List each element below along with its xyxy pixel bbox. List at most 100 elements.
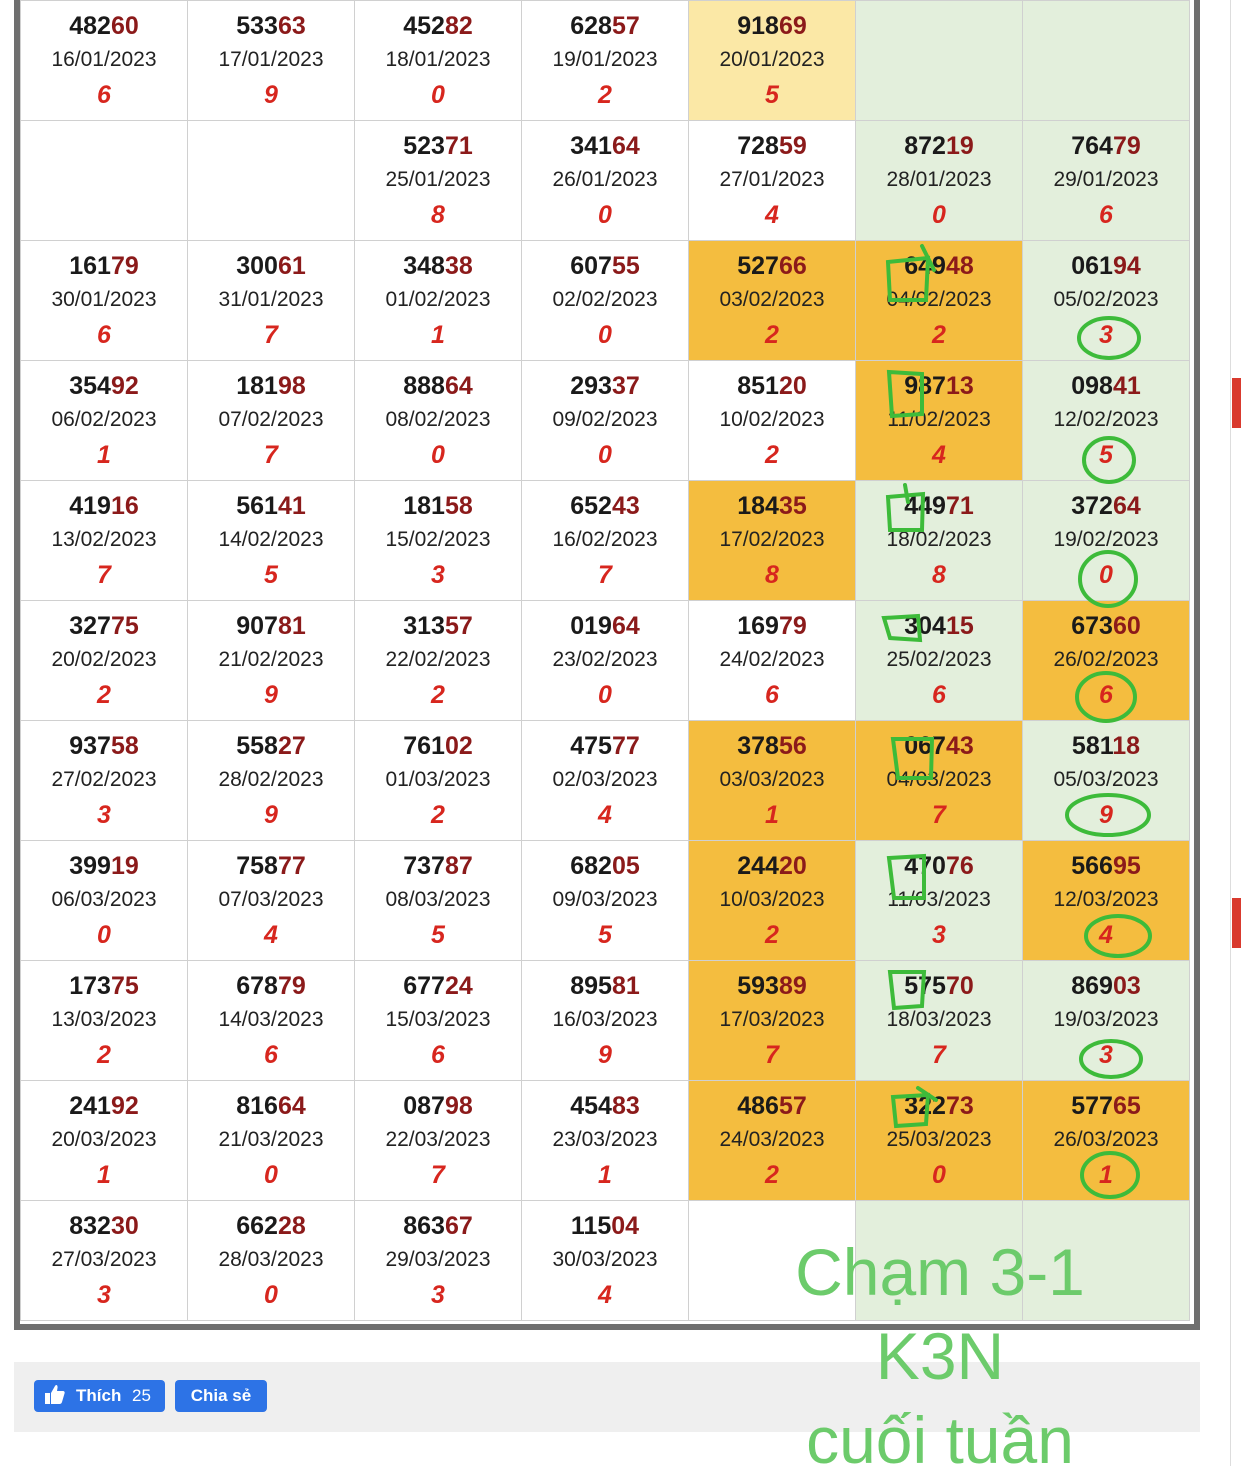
result-cell: 06743 04/03/2023 7 [855, 720, 1023, 841]
result-digit: 0 [1099, 560, 1113, 589]
result-number: 64948 [856, 249, 1022, 283]
result-cell: 59389 17/03/2023 7 [688, 960, 856, 1081]
result-number: 41916 [21, 489, 187, 523]
result-date: 26/02/2023 [1053, 647, 1159, 671]
number-last-two: 65 [1112, 1091, 1141, 1120]
result-cell: 34838 01/02/2023 1 [354, 240, 522, 361]
result-digit: 9 [264, 80, 278, 109]
result-cell: 34164 26/01/2023 0 [521, 120, 689, 241]
number-last-two: 98 [277, 371, 306, 400]
result-date: 17/02/2023 [719, 527, 825, 551]
number-last-two: 57 [778, 1091, 807, 1120]
result-cell [20, 120, 188, 241]
result-date: 18/03/2023 [886, 1007, 992, 1031]
result-digit: 9 [1099, 800, 1113, 829]
result-digit: 0 [932, 1160, 946, 1189]
number-prefix: 241 [69, 1091, 111, 1120]
result-cell: 41916 13/02/2023 7 [20, 480, 188, 601]
number-prefix: 987 [904, 371, 946, 400]
number-last-two: 28 [277, 1211, 306, 1240]
number-last-two: 58 [110, 731, 139, 760]
result-date: 23/02/2023 [552, 647, 658, 671]
result-number: 57765 [1023, 1089, 1189, 1123]
number-prefix: 475 [570, 731, 612, 760]
result-digit: 7 [932, 800, 946, 829]
note-line-2: K3N [875, 1319, 1005, 1393]
number-prefix: 181 [236, 371, 278, 400]
result-digit: 2 [932, 320, 946, 349]
number-prefix: 863 [403, 1211, 445, 1240]
number-last-two: 64 [1112, 491, 1141, 520]
result-cell: 53363 17/01/2023 9 [187, 0, 355, 121]
result-cell: 86903 19/03/2023 3 [1022, 960, 1190, 1081]
result-number: 18435 [689, 489, 855, 523]
result-date: 25/01/2023 [385, 167, 491, 191]
number-last-two: 95 [1112, 851, 1141, 880]
result-date: 11/02/2023 [887, 407, 991, 431]
result-date: 09/02/2023 [552, 407, 658, 431]
result-cell: 29337 09/02/2023 0 [521, 360, 689, 481]
number-last-two: 64 [444, 371, 473, 400]
result-digit: 3 [1099, 320, 1113, 349]
result-date: 07/02/2023 [218, 407, 324, 431]
result-digit: 9 [598, 1040, 612, 1069]
result-date: 17/01/2023 [218, 47, 324, 71]
number-prefix: 628 [570, 11, 612, 40]
result-date: 17/03/2023 [719, 1007, 825, 1031]
result-digit: 0 [97, 920, 111, 949]
result-date: 26/01/2023 [552, 167, 658, 191]
result-digit: 6 [264, 1040, 278, 1069]
number-last-two: 60 [110, 11, 139, 40]
result-digit: 6 [1099, 200, 1113, 229]
result-number: 91869 [689, 9, 855, 43]
result-digit: 6 [97, 320, 111, 349]
result-cell: 47076 11/03/2023 3 [855, 840, 1023, 961]
number-prefix: 067 [904, 731, 946, 760]
result-date: 26/03/2023 [1053, 1127, 1159, 1151]
number-prefix: 682 [570, 851, 612, 880]
result-cell: 87219 28/01/2023 0 [855, 120, 1023, 241]
result-digit: 5 [598, 920, 612, 949]
result-date: 27/02/2023 [51, 767, 157, 791]
number-last-two: 56 [778, 731, 807, 760]
result-digit: 6 [97, 80, 111, 109]
number-prefix: 454 [570, 1091, 612, 1120]
result-date: 31/01/2023 [218, 287, 324, 311]
result-cell: 09841 12/02/2023 5 [1022, 360, 1190, 481]
number-prefix: 354 [69, 371, 111, 400]
result-cell: 65243 16/02/2023 7 [521, 480, 689, 601]
result-cell: 62857 19/01/2023 2 [521, 0, 689, 121]
number-prefix: 173 [69, 971, 111, 1000]
number-prefix: 764 [1071, 131, 1113, 160]
number-prefix: 087 [403, 1091, 445, 1120]
result-cell: 06194 05/02/2023 3 [1022, 240, 1190, 361]
result-date: 03/02/2023 [719, 287, 825, 311]
result-number: 47577 [522, 729, 688, 763]
result-cell: 32273 25/03/2023 0 [855, 1080, 1023, 1201]
result-date: 03/03/2023 [719, 767, 825, 791]
result-date: 25/02/2023 [886, 647, 992, 671]
number-prefix: 907 [236, 611, 278, 640]
number-prefix: 895 [570, 971, 612, 1000]
number-prefix: 737 [403, 851, 445, 880]
result-date: 27/03/2023 [51, 1247, 157, 1271]
number-prefix: 869 [1071, 971, 1113, 1000]
result-digit: 2 [598, 80, 612, 109]
result-digit: 5 [1099, 440, 1113, 469]
result-date: 09/03/2023 [552, 887, 658, 911]
result-digit: 7 [932, 1040, 946, 1069]
result-digit: 1 [97, 440, 111, 469]
number-prefix: 761 [403, 731, 445, 760]
number-prefix: 019 [570, 611, 612, 640]
number-last-two: 92 [110, 371, 139, 400]
result-number: 67724 [355, 969, 521, 1003]
result-digit: 0 [598, 680, 612, 709]
result-cell: 47577 02/03/2023 4 [521, 720, 689, 841]
result-number: 87219 [856, 129, 1022, 163]
result-cell [1022, 0, 1190, 121]
share-button[interactable]: Chia sẻ [175, 1380, 267, 1412]
result-digit: 1 [431, 320, 445, 349]
like-button[interactable]: Thích 25 [34, 1380, 165, 1412]
table-row: 16179 30/01/2023 6 30061 31/01/2023 7 34838 01/… [20, 240, 1190, 361]
number-prefix: 937 [69, 731, 111, 760]
